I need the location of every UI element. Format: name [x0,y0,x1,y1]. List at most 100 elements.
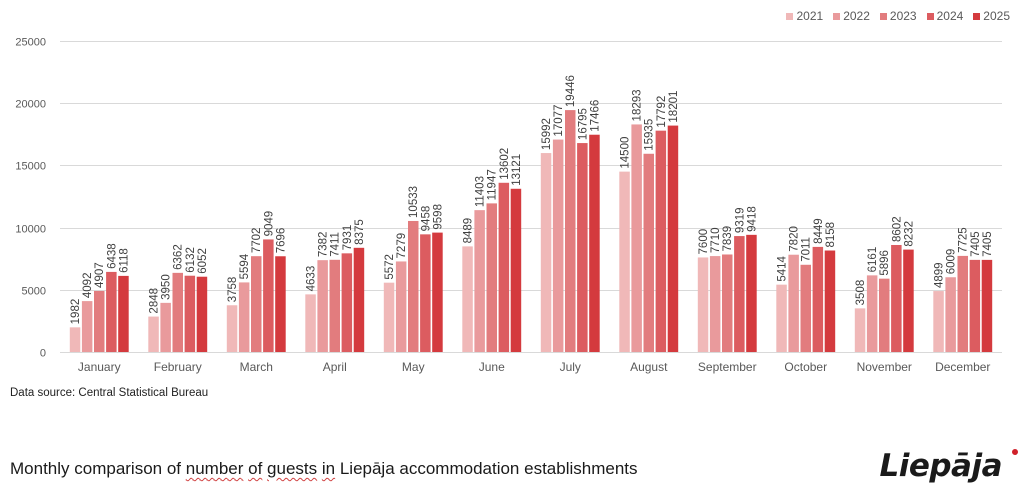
data-label: 4899 [934,262,946,288]
bar-2024-march [263,239,274,352]
x-tick-label: July [560,360,581,374]
legend-label: 2021 [796,9,824,23]
data-label: 5594 [239,253,251,279]
data-label: 19446 [565,75,577,107]
data-label: 8232 [903,221,915,247]
bar-2022-july [552,139,564,352]
x-tick-label: June [479,360,505,374]
data-label: 7702 [251,228,263,254]
bar-2025-february [196,276,208,352]
data-label: 5896 [879,250,891,276]
legend-item-2022: 2022 [833,9,870,23]
bar-2022-september [709,256,721,352]
data-label: 9598 [432,204,444,230]
data-label: 4907 [94,262,106,288]
bar-2025-april [353,247,365,352]
bar-2024-may [420,234,431,352]
bar-2021-march [226,305,238,352]
x-tick-label: May [402,360,425,374]
data-label: 9418 [746,206,758,232]
y-tick-label: 0 [40,348,46,360]
data-label: 7710 [710,227,722,253]
bar-2022-august [631,124,642,352]
y-axis-ticks: 0 5000 10000 15000 20000 25000 [15,37,46,360]
bar-2022-may [395,261,407,352]
data-label: 7696 [275,228,287,254]
data-label: 7411 [330,232,342,257]
caption-part: Liepāja accommodation establishments [335,459,638,478]
data-label: 13121 [511,154,523,186]
bar-2022-december [945,277,956,352]
bar-2023-july [565,110,576,352]
legend-item-2025: 2025 [973,9,1010,23]
x-tick-label: November [857,360,912,374]
x-tick-label: March [240,360,273,374]
bar-2024-april [341,253,353,352]
data-label: 4633 [306,266,318,292]
data-label: 11403 [475,176,487,207]
x-tick-label: April [323,360,347,374]
data-label: 5414 [777,255,789,281]
data-label: 7820 [789,226,801,252]
bar-2021-october [776,284,787,352]
data-label: 8375 [354,219,366,245]
legend-swatch-icon [926,12,934,20]
data-label: 6438 [106,243,118,269]
y-tick-label: 20000 [15,99,46,111]
data-label: 6362 [173,244,185,270]
legend-label: 2023 [889,9,917,23]
data-label: 7011 [801,237,813,262]
data-label: 18293 [632,89,644,121]
bar-2023-april [329,259,340,352]
bar-2025-october [824,250,836,352]
bar-2023-september [722,254,733,352]
caption-part-spellcheck: number [185,459,244,478]
legend-label: 2024 [936,9,964,23]
bar-2022-november [866,275,878,352]
logo-red-dot-icon [1012,449,1018,455]
legend-swatch-icon [879,12,887,20]
data-label: 8449 [813,218,825,244]
legend-swatch-icon [833,12,841,20]
caption-part-spellcheck: in [321,459,336,478]
legend-item-2024: 2024 [926,9,964,23]
bar-2024-august [655,130,667,352]
caption-part-spellcheck: guests [267,459,318,478]
caption-part: Monthly comparison of [10,459,186,478]
liepaja-logo: Liepāja [879,448,1002,484]
x-axis-ticks: January February March April May June July Augu… [78,360,991,374]
bar-2023-november [879,278,890,352]
legend-swatch-icon [786,12,794,20]
bar-2022-april [317,260,328,352]
bar-2021-january [69,327,81,352]
bar-2024-february [184,275,196,352]
bar-2024-october [812,246,824,352]
x-tick-label: February [154,360,202,374]
bar-2021-august [619,171,630,352]
bar-2021-july [540,153,552,352]
bar-2025-march [275,256,286,352]
data-label: 8489 [463,218,475,244]
data-label: 7725 [958,227,970,253]
data-label: 10533 [408,186,420,218]
data-label: 7405 [982,231,994,257]
y-tick-label: 5000 [22,286,46,298]
data-label: 1982 [70,299,82,325]
bar-2022-march [238,282,250,352]
data-label: 7279 [396,233,408,259]
data-label: 3950 [161,274,173,300]
legend-label: 2025 [983,9,1010,23]
bar-2021-september [697,257,709,352]
chart-legend: 2021 2022 2023 2024 2025 [786,9,1010,23]
y-tick-label: 15000 [15,161,46,173]
data-label: 13602 [499,148,511,180]
chart-caption: Monthly comparison of number of guests i… [10,459,638,479]
x-tick-label: January [78,360,121,374]
data-label: 6052 [197,248,209,274]
data-label: 17077 [553,105,565,137]
data-label: 16795 [577,108,589,140]
x-tick-label: September [698,360,757,374]
bar-2023-february [172,272,183,352]
data-label: 8158 [825,222,837,248]
bar-2021-december [933,291,944,352]
